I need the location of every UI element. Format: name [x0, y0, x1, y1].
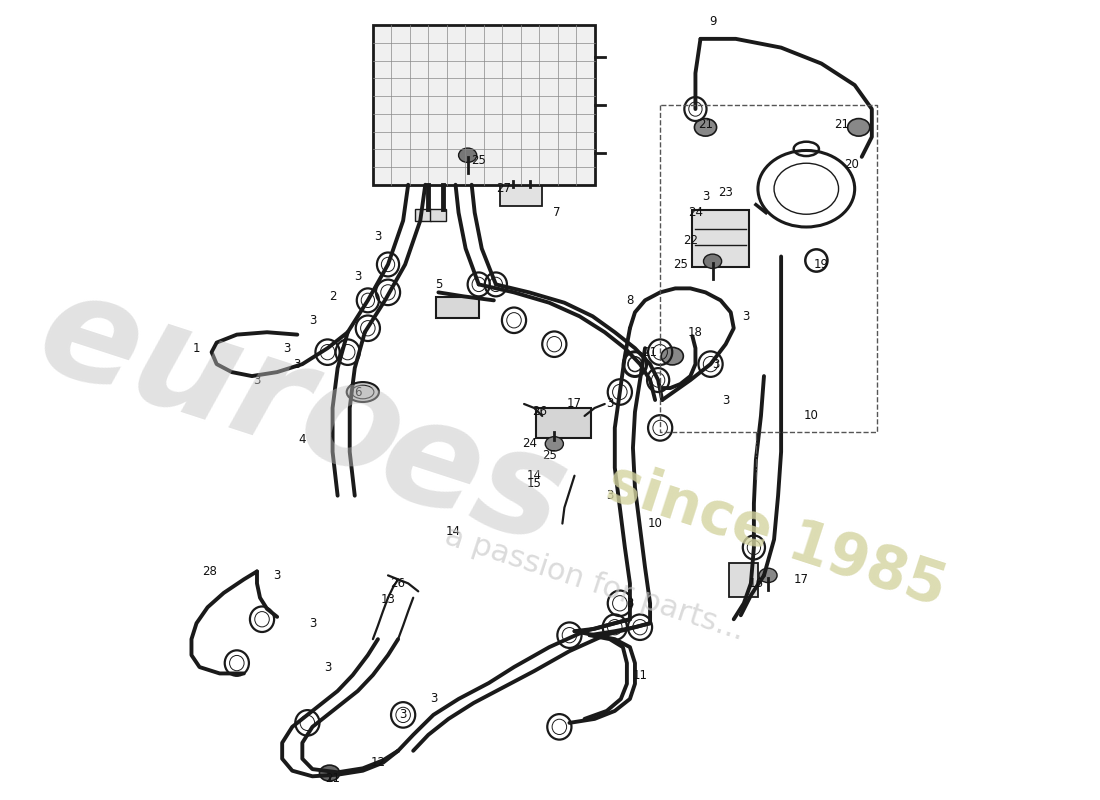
- Text: 26: 26: [390, 577, 406, 590]
- Text: 3: 3: [284, 342, 290, 354]
- Circle shape: [759, 568, 777, 582]
- Circle shape: [694, 118, 716, 136]
- Text: 3: 3: [606, 489, 614, 502]
- Circle shape: [459, 148, 476, 162]
- Text: 3: 3: [274, 569, 280, 582]
- Text: 4: 4: [298, 434, 306, 446]
- Text: 3: 3: [712, 358, 719, 370]
- Text: 3: 3: [626, 597, 634, 610]
- Text: 3: 3: [309, 617, 316, 630]
- Circle shape: [319, 765, 340, 781]
- Text: 14: 14: [527, 470, 541, 482]
- Text: 12: 12: [371, 756, 385, 770]
- FancyBboxPatch shape: [692, 210, 749, 267]
- Ellipse shape: [346, 382, 378, 402]
- Text: 3: 3: [374, 230, 382, 243]
- FancyBboxPatch shape: [373, 26, 595, 185]
- FancyBboxPatch shape: [499, 186, 542, 206]
- Text: a passion for parts...: a passion for parts...: [441, 521, 748, 646]
- Text: 28: 28: [202, 565, 217, 578]
- Text: 2: 2: [329, 290, 337, 303]
- Text: since 1985: since 1985: [600, 454, 953, 618]
- Text: 6: 6: [354, 386, 362, 398]
- Circle shape: [661, 347, 683, 365]
- Text: 26: 26: [531, 406, 547, 418]
- Text: 3: 3: [606, 398, 614, 410]
- FancyBboxPatch shape: [536, 408, 591, 438]
- Text: 3: 3: [309, 314, 316, 326]
- Text: es: es: [364, 384, 584, 575]
- Text: 16: 16: [748, 577, 763, 590]
- Text: 3: 3: [742, 310, 749, 322]
- Text: 3: 3: [354, 270, 362, 283]
- Text: 11: 11: [632, 669, 648, 682]
- Text: 22: 22: [683, 234, 697, 247]
- Text: 8: 8: [626, 294, 634, 307]
- Text: 1: 1: [192, 342, 200, 354]
- Text: 19: 19: [814, 258, 829, 271]
- Text: 3: 3: [399, 709, 407, 722]
- Text: 7: 7: [552, 206, 560, 219]
- FancyBboxPatch shape: [430, 209, 447, 221]
- Text: 25: 25: [673, 258, 688, 271]
- Text: 21: 21: [326, 772, 340, 785]
- Text: 3: 3: [323, 661, 331, 674]
- FancyBboxPatch shape: [415, 209, 431, 221]
- Text: 25: 25: [471, 154, 486, 167]
- Text: 3: 3: [722, 394, 729, 406]
- Text: 17: 17: [794, 573, 808, 586]
- Circle shape: [848, 118, 870, 136]
- Text: 3: 3: [253, 374, 261, 386]
- FancyBboxPatch shape: [728, 563, 758, 597]
- Text: 20: 20: [844, 158, 859, 171]
- Text: 25: 25: [542, 450, 557, 462]
- Circle shape: [546, 437, 563, 451]
- Text: 24: 24: [521, 438, 537, 450]
- Text: 23: 23: [718, 186, 733, 199]
- Text: 18: 18: [688, 326, 703, 338]
- Text: 13: 13: [381, 593, 396, 606]
- Text: euro: euro: [22, 259, 421, 509]
- Text: 27: 27: [496, 182, 512, 195]
- Text: 3: 3: [294, 358, 301, 370]
- Text: 5: 5: [434, 278, 442, 291]
- Text: 10: 10: [648, 517, 662, 530]
- Circle shape: [704, 254, 722, 269]
- Text: 21: 21: [834, 118, 849, 131]
- Text: 17: 17: [566, 398, 582, 410]
- Text: 21: 21: [642, 346, 658, 358]
- Text: 10: 10: [804, 410, 818, 422]
- Text: 21: 21: [698, 118, 713, 131]
- Text: 14: 14: [446, 525, 461, 538]
- Text: 15: 15: [527, 478, 541, 490]
- Text: 3: 3: [702, 190, 710, 203]
- Text: 3: 3: [430, 693, 437, 706]
- Text: 9: 9: [708, 15, 716, 28]
- FancyBboxPatch shape: [437, 297, 478, 318]
- Text: 24: 24: [688, 206, 703, 219]
